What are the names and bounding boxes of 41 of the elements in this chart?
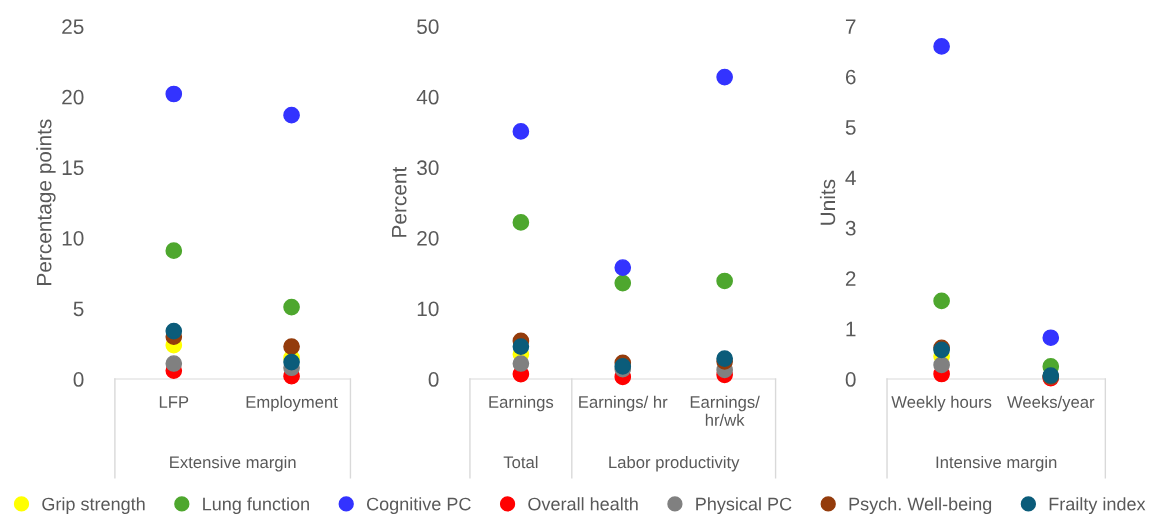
legend-label: Cognitive PC [366, 497, 471, 514]
x-tick-label: Weekly hours [891, 395, 992, 412]
text: Intensive margin [936, 455, 1057, 472]
y-tick-label: 7 [845, 19, 856, 34]
y-tick-label: 30 [417, 160, 439, 176]
y-tick-label: 10 [417, 301, 439, 317]
y-tick-label: 4 [845, 170, 856, 185]
y-axis-title: Percent [392, 166, 407, 237]
x-tick-label: Earnings [489, 395, 554, 412]
x-tick-label: Weeks/year [1006, 395, 1095, 412]
y-tick-label: 5 [73, 301, 84, 317]
y-tick-label: 20 [62, 89, 84, 105]
text: Total [503, 455, 538, 469]
y-tick-label: 25 [62, 19, 84, 34]
x-tick-label: Earnings/ hr [579, 395, 668, 412]
legend-label: Physical PC [696, 497, 792, 514]
y-tick-label: 10 [62, 230, 84, 246]
legend-label: Overall health [528, 497, 638, 511]
x-tick-label: Employment [246, 395, 338, 412]
legend-label: Frailty index [1049, 497, 1146, 514]
y-tick-label: 1 [846, 321, 856, 337]
legend-label: Psych. Well-being [849, 497, 992, 514]
y-tick-label: 2 [845, 271, 856, 286]
y-tick-label: 15 [62, 160, 84, 176]
y-tick-label: 40 [416, 89, 439, 105]
y-tick-label: 50 [417, 19, 439, 34]
y-tick-label: 5 [845, 120, 856, 135]
y-tick-label: 0 [845, 372, 856, 387]
y-tick-label: 20 [417, 230, 439, 246]
y-tick-label: 6 [845, 69, 856, 85]
x-tick-label: Earnings/ hr/wk [690, 395, 760, 426]
y-axis-title: Percentage points [36, 119, 56, 285]
y-tick-label: 3 [845, 220, 856, 236]
legend-label: Lung function [203, 497, 309, 514]
text: Extensive margin [170, 455, 296, 472]
y-axis-title: Units [819, 179, 836, 225]
y-tick-label: 0 [428, 372, 439, 387]
text: Labor productivity [609, 455, 740, 472]
y-tick-label: 0 [73, 372, 84, 387]
x-tick-label: LFP [159, 396, 189, 408]
legend-label: Grip strength [42, 497, 145, 514]
